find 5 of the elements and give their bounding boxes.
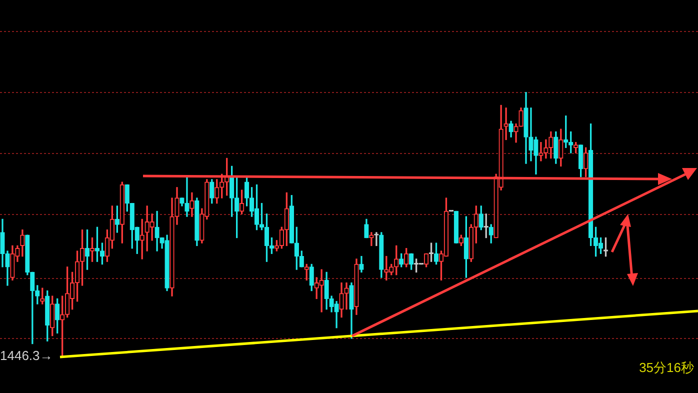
- annotation: 1446.3→: [0, 348, 53, 363]
- candlestick: [504, 108, 508, 140]
- candlestick: [344, 282, 349, 310]
- text: 35分16秒: [639, 359, 694, 377]
- candlestick: [538, 142, 544, 162]
